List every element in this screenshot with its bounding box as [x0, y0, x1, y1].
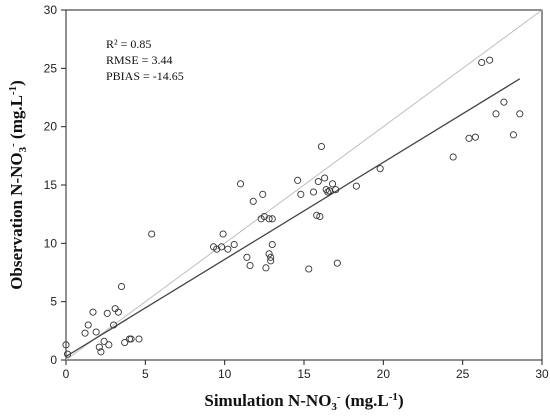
x-tick-label: 10 — [218, 367, 232, 381]
data-points — [62, 56, 524, 358]
data-point — [268, 240, 276, 249]
y-axis-title-main: Observation N-NO — [7, 152, 26, 289]
data-point — [114, 308, 122, 316]
data-point — [243, 253, 251, 261]
data-point — [516, 110, 524, 118]
data-point — [110, 321, 118, 329]
data-point — [62, 341, 70, 349]
data-point — [103, 309, 111, 317]
data-point — [262, 264, 270, 272]
y-tick-label: 20 — [44, 120, 58, 134]
data-point — [219, 230, 227, 238]
y-axis-title-sup: - — [7, 143, 19, 147]
data-point — [500, 98, 508, 106]
y-axis-title-sub: 3 — [17, 146, 29, 152]
data-point — [478, 58, 486, 67]
data-point — [100, 337, 108, 345]
data-point — [121, 338, 129, 347]
x-axis-title: Simulation N-NO3- (mg.L-1) — [204, 391, 403, 413]
data-point — [305, 265, 313, 273]
data-point — [105, 341, 113, 349]
x-axis-title-end: ) — [398, 391, 404, 410]
x-axis-title-sup: - — [337, 391, 341, 403]
data-point — [313, 211, 321, 219]
x-axis-title-main: Simulation N-NO — [204, 391, 331, 410]
x-tick-label: 30 — [535, 367, 549, 381]
data-point — [64, 350, 72, 358]
data-point — [352, 182, 360, 190]
data-point — [268, 215, 276, 223]
data-point — [265, 250, 273, 258]
data-point — [230, 240, 238, 249]
y-tick-label: 10 — [44, 236, 58, 250]
data-point — [135, 335, 143, 343]
stats-annotation: R² = 0.85 RMSE = 3.44 PBIAS = -14.65 — [106, 37, 184, 83]
y-tick-label: 15 — [44, 178, 58, 192]
data-point — [246, 261, 254, 270]
data-point — [486, 56, 494, 64]
data-point — [267, 257, 275, 265]
regression-line — [65, 78, 521, 358]
data-point — [267, 253, 275, 261]
y-axis-title-unit: (mg.L — [7, 95, 26, 143]
axis-ticks: 0 5 10 15 20 25 30 0 5 10 15 20 25 30 — [44, 3, 549, 381]
y-tick-label: 0 — [50, 353, 57, 367]
data-point — [492, 110, 500, 118]
data-point — [265, 215, 273, 223]
fit-lines — [65, 9, 543, 361]
one-to-one-line — [65, 9, 543, 361]
data-point — [97, 348, 105, 356]
rmse-annotation: RMSE = 3.44 — [106, 53, 172, 67]
data-point — [217, 243, 226, 251]
data-point — [332, 186, 340, 194]
data-point — [148, 230, 156, 238]
data-point — [259, 190, 267, 198]
data-point — [236, 180, 245, 188]
y-tick-label: 5 — [50, 295, 57, 309]
data-point — [317, 142, 326, 151]
data-point — [329, 180, 337, 188]
data-point — [333, 259, 341, 267]
x-tick-label: 5 — [142, 367, 149, 381]
data-point — [89, 308, 97, 316]
data-point — [509, 131, 517, 139]
data-point — [81, 329, 89, 337]
data-point — [117, 282, 126, 291]
data-point — [471, 133, 479, 141]
data-point — [314, 177, 322, 186]
data-point — [95, 343, 103, 351]
x-axis-title-unit-sup: -1 — [389, 391, 398, 403]
data-point — [92, 328, 100, 336]
y-axis-title-end: ) — [7, 80, 26, 86]
data-point — [297, 190, 305, 198]
data-point — [127, 335, 135, 343]
x-tick-label: 25 — [456, 367, 470, 381]
x-tick-label: 15 — [297, 367, 311, 381]
y-tick-label: 30 — [44, 3, 58, 17]
data-point — [316, 212, 324, 221]
y-axis-title-unit-sup: -1 — [7, 86, 19, 95]
x-tick-label: 0 — [63, 367, 70, 381]
data-point — [294, 176, 302, 184]
y-axis-title: Observation N-NO3- (mg.L-1) — [7, 80, 29, 290]
data-point — [324, 188, 332, 196]
data-point — [309, 188, 318, 196]
data-point — [224, 245, 232, 253]
r2-annotation: R² = 0.85 — [106, 37, 151, 51]
x-axis-title-unit: (mg.L — [341, 391, 389, 410]
data-point — [84, 321, 92, 329]
data-point — [322, 186, 330, 194]
data-point — [249, 197, 257, 205]
data-point — [321, 174, 329, 182]
data-point — [449, 153, 457, 161]
x-axis-title-sub: 3 — [331, 401, 337, 413]
pbias-annotation: PBIAS = -14.65 — [106, 69, 184, 83]
x-tick-label: 20 — [377, 367, 391, 381]
y-tick-label: 25 — [44, 61, 58, 75]
data-point — [376, 165, 384, 173]
